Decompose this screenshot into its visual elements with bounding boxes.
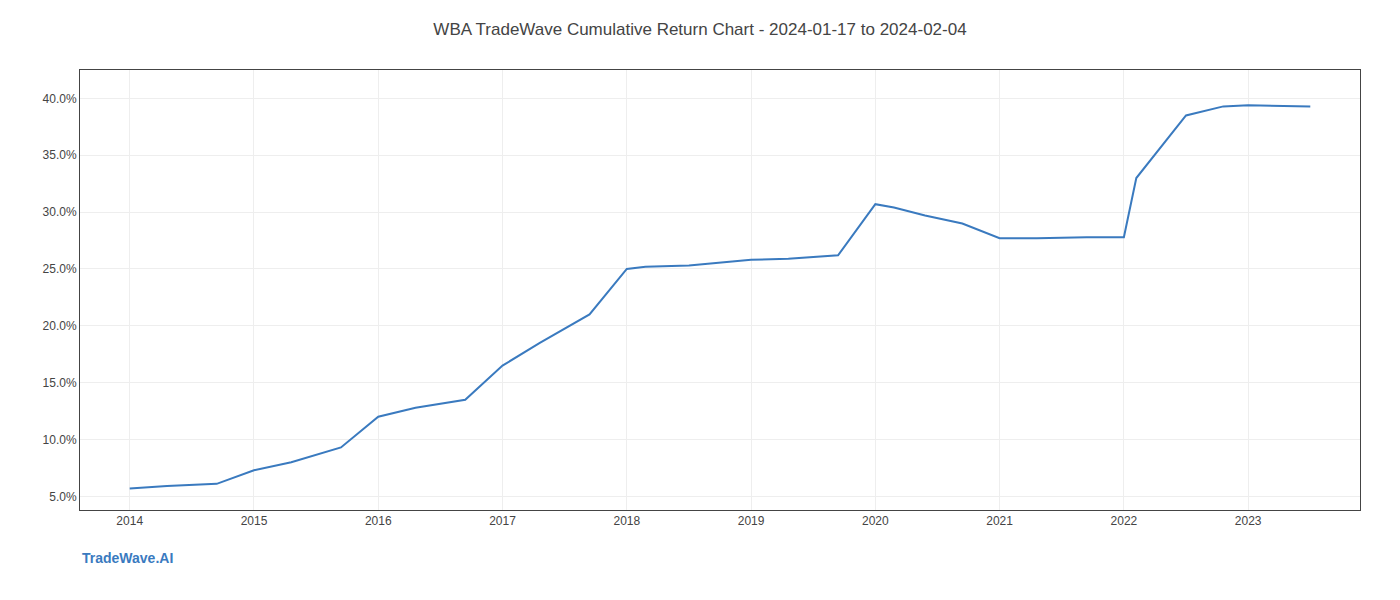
svg-text:35.0%: 35.0% [43,148,77,162]
svg-text:15.0%: 15.0% [43,376,77,390]
svg-text:10.0%: 10.0% [43,433,77,447]
svg-text:25.0%: 25.0% [43,262,77,276]
svg-text:2021: 2021 [986,514,1013,528]
svg-text:20.0%: 20.0% [43,319,77,333]
svg-text:2017: 2017 [489,514,516,528]
svg-text:2016: 2016 [365,514,392,528]
svg-text:2023: 2023 [1235,514,1262,528]
svg-text:TradeWave.AI: TradeWave.AI [82,550,173,566]
svg-text:2014: 2014 [116,514,143,528]
svg-text:40.0%: 40.0% [43,92,77,106]
svg-text:30.0%: 30.0% [43,205,77,219]
svg-text:2020: 2020 [862,514,889,528]
svg-text:2022: 2022 [1111,514,1138,528]
svg-text:2018: 2018 [613,514,640,528]
svg-text:2015: 2015 [241,514,268,528]
svg-text:2019: 2019 [738,514,765,528]
svg-text:5.0%: 5.0% [49,490,77,504]
svg-text:WBA TradeWave Cumulative Retur: WBA TradeWave Cumulative Return Chart - … [433,20,966,39]
